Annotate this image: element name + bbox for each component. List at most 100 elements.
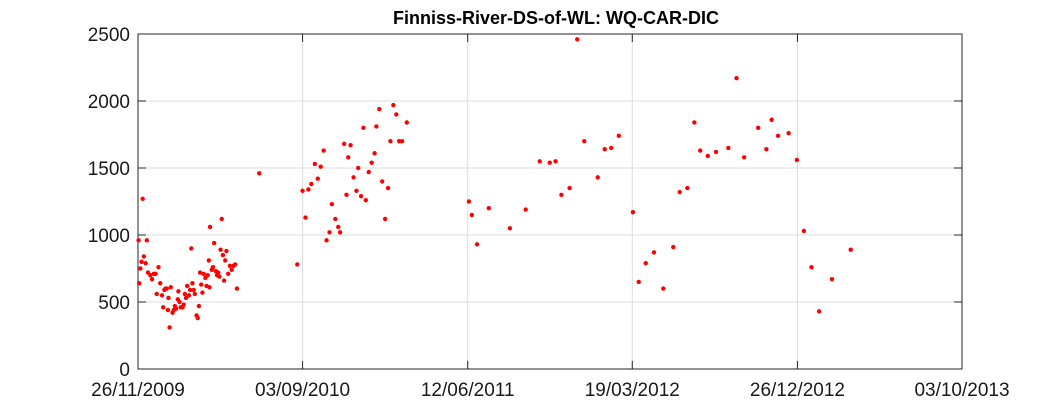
- data-point: [181, 302, 186, 307]
- data-point: [300, 188, 305, 193]
- data-point: [205, 273, 210, 278]
- data-point: [595, 175, 600, 180]
- data-point: [165, 307, 171, 313]
- data-point: [377, 106, 382, 112]
- data-point: [207, 285, 212, 290]
- data-point: [755, 125, 761, 130]
- data-point: [168, 285, 173, 290]
- y-tick-label: 500: [98, 293, 130, 314]
- y-tick-label: 2000: [88, 92, 130, 113]
- data-point: [315, 176, 320, 181]
- data-point: [173, 306, 179, 311]
- data-point: [848, 247, 853, 252]
- data-point: [190, 281, 195, 286]
- data-point: [200, 290, 205, 295]
- data-point: [159, 293, 165, 298]
- data-point: [154, 291, 159, 297]
- data-point: [575, 37, 580, 42]
- data-point: [218, 247, 223, 252]
- x-tick-label: 26/12/2012: [750, 380, 845, 401]
- y-tick-label: 1000: [88, 226, 130, 247]
- data-point: [186, 293, 192, 298]
- data-point: [337, 230, 343, 235]
- data-point: [233, 262, 238, 267]
- data-point: [351, 175, 356, 180]
- data-point: [372, 151, 377, 156]
- data-point: [220, 252, 226, 258]
- data-point: [187, 287, 193, 293]
- data-point: [164, 286, 169, 291]
- data-point: [559, 192, 564, 197]
- data-point: [363, 197, 369, 203]
- data-point: [148, 273, 153, 278]
- data-point: [333, 216, 338, 222]
- data-point: [582, 139, 587, 144]
- data-point: [794, 157, 800, 163]
- data-point: [341, 141, 347, 147]
- data-point: [380, 179, 385, 184]
- data-point: [229, 267, 234, 273]
- data-point: [176, 289, 181, 294]
- data-point: [775, 133, 781, 139]
- data-point: [149, 277, 155, 282]
- data-point: [677, 189, 682, 195]
- data-point: [225, 271, 231, 277]
- data-point: [661, 286, 666, 291]
- data-point: [216, 270, 221, 275]
- data-point: [234, 286, 240, 291]
- data-point: [382, 216, 388, 222]
- data-point: [726, 145, 731, 151]
- data-point: [344, 192, 349, 197]
- data-point: [195, 315, 200, 321]
- data-point: [547, 160, 552, 165]
- data-point: [143, 260, 148, 266]
- data-point: [394, 112, 399, 117]
- data-point: [199, 282, 204, 287]
- data-point: [369, 160, 374, 165]
- data-point: [306, 187, 311, 192]
- data-point: [303, 215, 308, 220]
- data-point: [636, 279, 641, 285]
- data-point: [713, 149, 719, 155]
- data-point: [329, 201, 335, 207]
- data-point: [336, 224, 341, 230]
- data-point: [671, 244, 676, 250]
- data-point: [183, 295, 189, 301]
- data-point: [643, 260, 648, 266]
- data-point: [404, 120, 410, 125]
- data-point: [182, 291, 188, 297]
- data-point: [348, 143, 353, 148]
- data-point: [602, 147, 607, 152]
- data-point: [685, 185, 690, 191]
- data-point: [764, 147, 769, 152]
- data-point: [312, 161, 318, 167]
- data-point: [144, 238, 149, 243]
- data-point: [399, 139, 405, 144]
- data-point: [223, 258, 228, 263]
- data-point: [769, 117, 774, 122]
- data-point: [217, 274, 222, 279]
- data-point: [816, 309, 822, 314]
- data-point: [138, 266, 143, 271]
- data-point: [537, 159, 542, 164]
- data-point: [207, 224, 213, 230]
- data-point: [197, 270, 203, 275]
- data-point: [139, 259, 144, 264]
- data-point: [466, 199, 472, 204]
- data-point: [356, 165, 361, 171]
- data-point: [801, 228, 807, 234]
- data-point: [321, 148, 326, 153]
- data-point: [136, 281, 142, 286]
- data-point: [136, 238, 141, 243]
- data-point: [354, 188, 359, 193]
- data-point: [486, 206, 492, 211]
- data-point: [358, 193, 364, 199]
- data-point: [189, 246, 194, 251]
- data-point: [160, 305, 166, 310]
- data-point: [140, 196, 145, 202]
- data-point: [309, 181, 314, 187]
- data-point: [786, 130, 791, 136]
- x-tick-label: 03/09/2010: [255, 380, 350, 401]
- data-point: [829, 277, 835, 282]
- data-point: [166, 295, 171, 301]
